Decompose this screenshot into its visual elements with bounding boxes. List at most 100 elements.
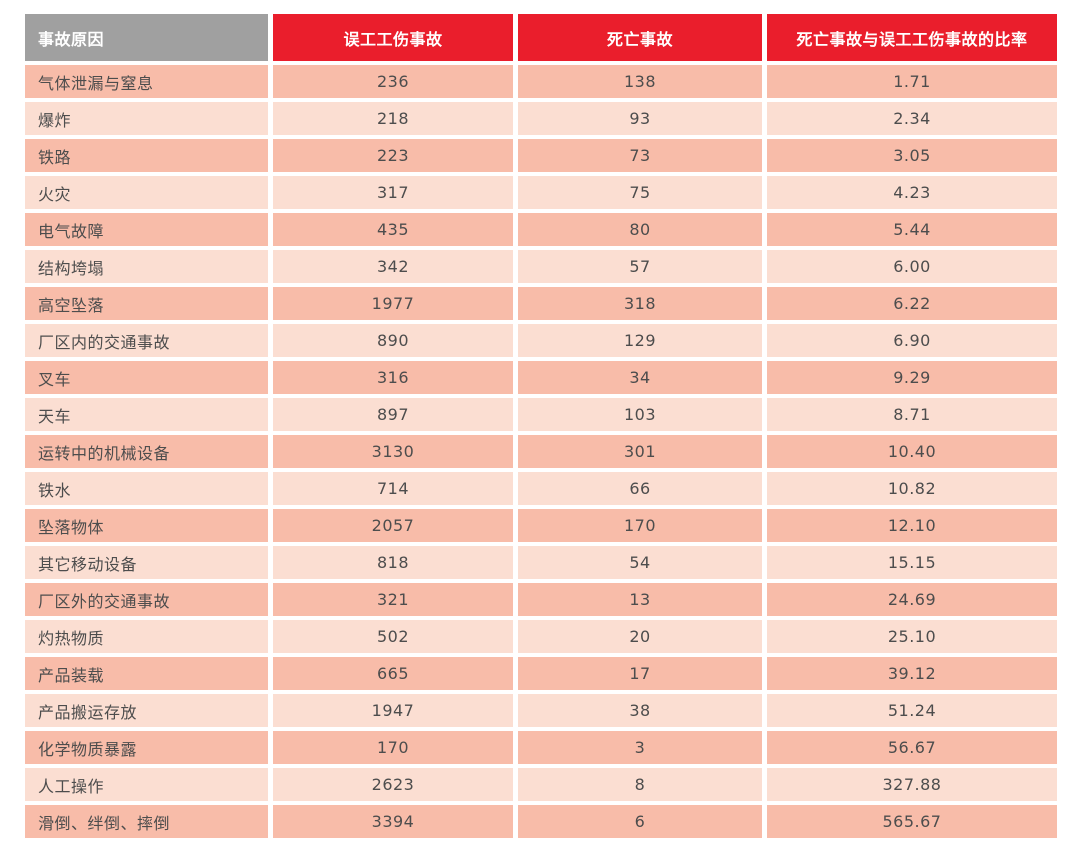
ratio-cell: 3.05: [767, 139, 1057, 172]
cause-cell: 铁路: [25, 139, 268, 172]
cause-cell: 其它移动设备: [25, 546, 268, 579]
fatal-cell: 103: [518, 398, 762, 431]
table-row: 坠落物体 2057 170 12.10: [25, 509, 1057, 542]
ratio-cell: 51.24: [767, 694, 1057, 727]
table-row: 人工操作 2623 8 327.88: [25, 768, 1057, 801]
fatal-cell: 75: [518, 176, 762, 209]
fatal-cell: 93: [518, 102, 762, 135]
column-header-lost-time-accidents: 误工工伤事故: [273, 14, 513, 61]
cause-cell: 高空坠落: [25, 287, 268, 320]
lost-time-cell: 236: [273, 65, 513, 98]
cause-cell: 铁水: [25, 472, 268, 505]
lost-time-cell: 3394: [273, 805, 513, 838]
fatal-cell: 34: [518, 361, 762, 394]
fatal-cell: 73: [518, 139, 762, 172]
cause-cell: 火灾: [25, 176, 268, 209]
ratio-cell: 8.71: [767, 398, 1057, 431]
ratio-cell: 10.40: [767, 435, 1057, 468]
cause-cell: 灼热物质: [25, 620, 268, 653]
fatal-cell: 301: [518, 435, 762, 468]
lost-time-cell: 890: [273, 324, 513, 357]
lost-time-cell: 1977: [273, 287, 513, 320]
table-header-row: 事故原因 误工工伤事故 死亡事故 死亡事故与误工工伤事故的比率: [25, 14, 1057, 61]
table-row: 化学物质暴露 170 3 56.67: [25, 731, 1057, 764]
fatal-cell: 170: [518, 509, 762, 542]
table-row: 叉车 316 34 9.29: [25, 361, 1057, 394]
fatal-cell: 57: [518, 250, 762, 283]
cause-cell: 结构垮塌: [25, 250, 268, 283]
lost-time-cell: 316: [273, 361, 513, 394]
table-row: 高空坠落 1977 318 6.22: [25, 287, 1057, 320]
accident-statistics-table: 事故原因 误工工伤事故 死亡事故 死亡事故与误工工伤事故的比率 气体泄漏与窒息 …: [25, 14, 1057, 842]
lost-time-cell: 3130: [273, 435, 513, 468]
fatal-cell: 17: [518, 657, 762, 690]
fatal-cell: 66: [518, 472, 762, 505]
ratio-cell: 24.69: [767, 583, 1057, 616]
fatal-cell: 6: [518, 805, 762, 838]
table-row: 灼热物质 502 20 25.10: [25, 620, 1057, 653]
table-row: 爆炸 218 93 2.34: [25, 102, 1057, 135]
table-row: 火灾 317 75 4.23: [25, 176, 1057, 209]
ratio-cell: 565.67: [767, 805, 1057, 838]
cause-cell: 产品装载: [25, 657, 268, 690]
lost-time-cell: 714: [273, 472, 513, 505]
table-row: 气体泄漏与窒息 236 138 1.71: [25, 65, 1057, 98]
lost-time-cell: 818: [273, 546, 513, 579]
lost-time-cell: 342: [273, 250, 513, 283]
table-row: 铁路 223 73 3.05: [25, 139, 1057, 172]
fatal-cell: 318: [518, 287, 762, 320]
table-row: 其它移动设备 818 54 15.15: [25, 546, 1057, 579]
table-row: 结构垮塌 342 57 6.00: [25, 250, 1057, 283]
ratio-cell: 6.90: [767, 324, 1057, 357]
cause-cell: 滑倒、绊倒、摔倒: [25, 805, 268, 838]
table-row: 铁水 714 66 10.82: [25, 472, 1057, 505]
fatal-cell: 13: [518, 583, 762, 616]
table-row: 电气故障 435 80 5.44: [25, 213, 1057, 246]
cause-cell: 叉车: [25, 361, 268, 394]
ratio-cell: 327.88: [767, 768, 1057, 801]
ratio-cell: 4.23: [767, 176, 1057, 209]
fatal-cell: 38: [518, 694, 762, 727]
cause-cell: 产品搬运存放: [25, 694, 268, 727]
table-row: 厂区外的交通事故 321 13 24.69: [25, 583, 1057, 616]
ratio-cell: 5.44: [767, 213, 1057, 246]
cause-cell: 天车: [25, 398, 268, 431]
ratio-cell: 2.34: [767, 102, 1057, 135]
ratio-cell: 39.12: [767, 657, 1057, 690]
cause-cell: 爆炸: [25, 102, 268, 135]
lost-time-cell: 502: [273, 620, 513, 653]
ratio-cell: 15.15: [767, 546, 1057, 579]
lost-time-cell: 223: [273, 139, 513, 172]
cause-cell: 气体泄漏与窒息: [25, 65, 268, 98]
lost-time-cell: 2623: [273, 768, 513, 801]
lost-time-cell: 321: [273, 583, 513, 616]
cause-cell: 人工操作: [25, 768, 268, 801]
cause-cell: 厂区外的交通事故: [25, 583, 268, 616]
ratio-cell: 6.00: [767, 250, 1057, 283]
lost-time-cell: 1947: [273, 694, 513, 727]
table-row: 产品搬运存放 1947 38 51.24: [25, 694, 1057, 727]
fatal-cell: 54: [518, 546, 762, 579]
lost-time-cell: 435: [273, 213, 513, 246]
lost-time-cell: 665: [273, 657, 513, 690]
ratio-cell: 6.22: [767, 287, 1057, 320]
column-header-cause: 事故原因: [25, 14, 268, 61]
fatal-cell: 138: [518, 65, 762, 98]
table-body: 气体泄漏与窒息 236 138 1.71 爆炸 218 93 2.34 铁路 2…: [25, 65, 1057, 838]
cause-cell: 化学物质暴露: [25, 731, 268, 764]
fatal-cell: 20: [518, 620, 762, 653]
ratio-cell: 25.10: [767, 620, 1057, 653]
lost-time-cell: 2057: [273, 509, 513, 542]
table-row: 运转中的机械设备 3130 301 10.40: [25, 435, 1057, 468]
lost-time-cell: 317: [273, 176, 513, 209]
cause-cell: 厂区内的交通事故: [25, 324, 268, 357]
lost-time-cell: 218: [273, 102, 513, 135]
column-header-ratio: 死亡事故与误工工伤事故的比率: [767, 14, 1057, 61]
cause-cell: 运转中的机械设备: [25, 435, 268, 468]
column-header-fatal-accidents: 死亡事故: [518, 14, 762, 61]
table-row: 产品装载 665 17 39.12: [25, 657, 1057, 690]
table-row: 天车 897 103 8.71: [25, 398, 1057, 431]
table-row: 滑倒、绊倒、摔倒 3394 6 565.67: [25, 805, 1057, 838]
fatal-cell: 3: [518, 731, 762, 764]
